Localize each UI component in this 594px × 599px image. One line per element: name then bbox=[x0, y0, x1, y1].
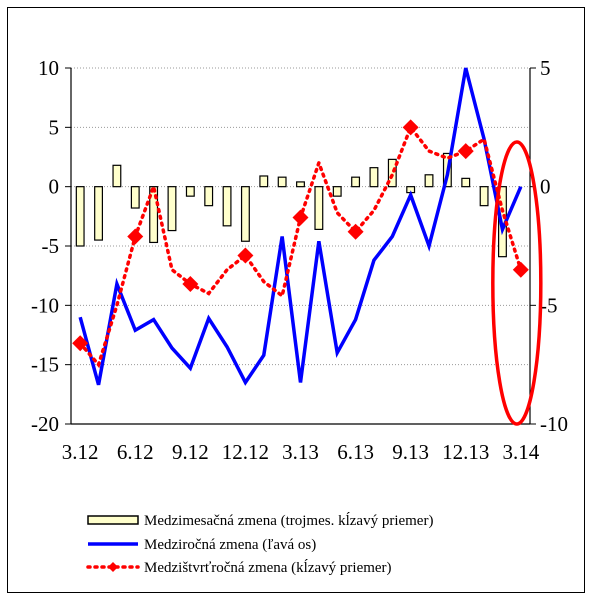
bar bbox=[479, 186, 489, 207]
left-tick-label: 5 bbox=[49, 115, 60, 139]
legend-label: Medzimesačná zmena (trojmes. kĺzavý prie… bbox=[144, 512, 433, 529]
diamond-marker bbox=[127, 228, 144, 245]
bar bbox=[351, 176, 361, 188]
line-series bbox=[78, 67, 523, 386]
right-tick-label: 0 bbox=[540, 175, 551, 199]
right-tick-label: 5 bbox=[540, 56, 551, 80]
bar bbox=[222, 186, 232, 227]
x-tick-label: 12.13 bbox=[442, 440, 489, 464]
diamond-marker bbox=[512, 261, 529, 278]
left-tick-label: -15 bbox=[31, 353, 59, 377]
bar bbox=[424, 174, 434, 188]
x-tick-label: 9.12 bbox=[172, 440, 209, 464]
bar bbox=[259, 175, 269, 188]
bar bbox=[185, 186, 195, 197]
diamond-marker bbox=[237, 247, 254, 264]
x-tick-label: 6.13 bbox=[337, 440, 374, 464]
bar bbox=[387, 158, 397, 188]
x-tick-label: 6.12 bbox=[117, 440, 154, 464]
annotations bbox=[491, 140, 543, 426]
legend: Medzimesačná zmena (trojmes. kĺzavý prie… bbox=[86, 512, 433, 576]
bar bbox=[112, 164, 122, 188]
x-tick-label: 3.14 bbox=[502, 440, 539, 464]
diamond-marker bbox=[457, 143, 474, 160]
tick-labels: 10 5 0 -5 -10 -15 -20 5 0 -5 -10 3.12 6.12 9.12 12.12 3… bbox=[31, 56, 568, 464]
diamond-marker bbox=[182, 275, 199, 292]
bar bbox=[296, 181, 305, 188]
bar bbox=[204, 186, 214, 207]
line-yoy bbox=[78, 67, 523, 386]
bar bbox=[94, 186, 103, 241]
bar bbox=[149, 186, 159, 244]
bar bbox=[369, 167, 379, 188]
right-tick-label: -5 bbox=[540, 293, 558, 317]
diamond-marker bbox=[347, 223, 364, 240]
legend-label: Medzištvrťročná zmena (kĺzavý priemer) bbox=[144, 559, 392, 576]
diamond-marker bbox=[292, 209, 309, 226]
x-tick-label: 12.12 bbox=[222, 440, 269, 464]
left-tick-label: 10 bbox=[38, 56, 59, 80]
left-tick-label: -5 bbox=[42, 234, 60, 258]
bar bbox=[240, 186, 250, 242]
bar bbox=[314, 186, 324, 230]
annotation-ellipse bbox=[491, 140, 543, 426]
x-tick-label: 3.13 bbox=[282, 440, 319, 464]
bar bbox=[167, 186, 177, 232]
right-tick-label: -10 bbox=[540, 412, 568, 436]
marker-series bbox=[72, 119, 529, 352]
x-tick-label: 9.13 bbox=[392, 440, 429, 464]
legend-label: Medziročná zmena (ľavá os) bbox=[144, 537, 316, 553]
legend-swatch-bar bbox=[87, 515, 139, 525]
x-tick-label: 3.12 bbox=[62, 440, 99, 464]
bar-series bbox=[75, 152, 507, 258]
left-tick-label: 0 bbox=[49, 175, 60, 199]
bar bbox=[461, 177, 471, 188]
chart-frame bbox=[7, 7, 585, 593]
axes bbox=[65, 67, 536, 425]
bar bbox=[75, 186, 85, 247]
bar bbox=[130, 186, 140, 209]
diamond-marker bbox=[72, 335, 89, 352]
legend-marker-red bbox=[108, 562, 118, 572]
left-tick-label: -10 bbox=[31, 293, 59, 317]
diamond-marker bbox=[402, 119, 419, 136]
left-tick-label: -20 bbox=[31, 412, 59, 436]
bar bbox=[277, 176, 287, 188]
bar bbox=[332, 186, 342, 197]
